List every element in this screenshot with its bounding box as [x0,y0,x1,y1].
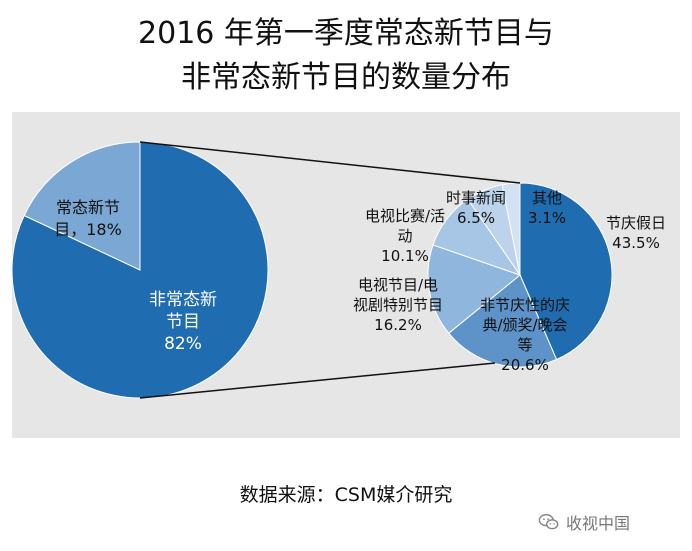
label-line: 节庆假日 [606,214,666,232]
label-line: 非常态新 [149,290,217,310]
connector-line-top [139,141,521,184]
small-pie-label-1: 非节庆性的庆典/颁奖/晚会等 20.6% [480,296,570,374]
label-line: 时事新闻 [446,189,506,207]
wechat-icon [538,513,559,530]
label-line: 视剧特别节目 [353,296,443,314]
data-source: 数据来源：CSM媒介研究 [239,484,453,506]
label-line: 目，18% [54,220,122,239]
watermark: 收视中国 [538,508,688,536]
label-line: 82% [164,334,202,354]
connector-line-bottom [139,362,496,399]
watermark-text: 收视中国 [566,514,631,533]
big-pie-label-1: 常态新节目，18% [54,198,122,239]
label-line: 20.6% [501,356,549,374]
label-line: 3.1% [528,209,566,227]
label-line: 动 [397,227,412,245]
big-pie-label-0: 非常态新节目 82% [149,290,217,354]
chart-title-line-2: 非常态新节目的数量分布 [181,60,511,95]
label-line: 电视节目/电 [358,276,438,294]
small-pie-label-2: 电视节目/电视剧特别节目 16.2% [353,276,443,334]
label-line: 其他 [532,189,562,207]
label-line: 电视比赛/活 [365,207,445,225]
label-line: 常态新节 [56,198,120,217]
small-pie-label-3: 电视比赛/活动 10.1% [365,207,445,265]
small-pie-label-0: 节庆假日 43.5% [606,214,666,252]
small-pie-slice-1 [448,274,558,368]
label-line: 典/颁奖/晚会 [482,316,567,334]
label-line: 6.5% [457,209,495,227]
big-pie-slice-0 [11,141,269,399]
label-line: 非节庆性的庆 [480,296,570,314]
label-line: 43.5% [612,234,660,252]
small-pie-label-5: 其他 3.1% [528,189,566,227]
label-line: 等 [517,336,532,354]
small-pie-label-4: 时事新闻 6.5% [446,189,506,227]
small-pie-slice-2 [427,244,522,334]
small-pie-slice-0 [519,182,613,361]
big-pie-slice-1 [23,141,141,271]
label-line: 节目 [166,312,200,332]
label-line: 16.2% [374,316,422,334]
chart-title-line-1: 2016 年第一季度常态新节目与 [138,16,554,51]
label-line: 10.1% [381,247,429,265]
